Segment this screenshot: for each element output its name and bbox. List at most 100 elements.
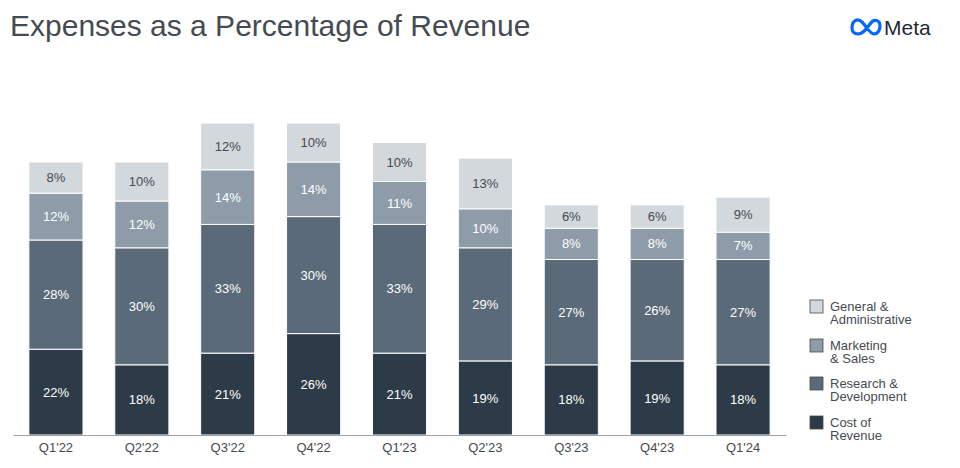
x-tick-label: Q1'23 (382, 440, 416, 455)
bar-segment (458, 158, 512, 209)
bar-segment (372, 353, 426, 435)
bar-segment (458, 361, 512, 435)
bar-segment (544, 205, 598, 228)
bar-segment (630, 260, 684, 361)
bar-segment (287, 217, 341, 334)
data-label: 10% (386, 155, 412, 170)
bar-segment (372, 224, 426, 353)
bar-segment (458, 248, 512, 361)
bar-segment (201, 123, 255, 170)
bar-segment (716, 365, 770, 435)
legend-swatch (810, 300, 823, 313)
data-label: 27% (730, 305, 756, 320)
data-label: 13% (472, 176, 498, 191)
bar-segment (201, 353, 255, 435)
data-label: 14% (301, 182, 327, 197)
x-tick-label: Q3'22 (211, 440, 245, 455)
data-label: 33% (386, 281, 412, 296)
data-label: 7% (734, 238, 753, 253)
data-label: 12% (129, 217, 155, 232)
data-label: 18% (730, 392, 756, 407)
data-label: 27% (558, 305, 584, 320)
data-label: 22% (43, 385, 69, 400)
data-label: 21% (386, 387, 412, 402)
data-label: 8% (47, 170, 66, 185)
legend-label: General &Administrative (830, 299, 912, 327)
legend-label: Research &Development (830, 376, 907, 404)
data-label: 19% (472, 391, 498, 406)
data-label: 10% (301, 135, 327, 150)
data-labels: 22%18%21%26%21%19%18%19%18%28%30%33%30%3… (43, 135, 757, 407)
x-tick: Q3'22 (211, 440, 245, 455)
bar-segment (716, 232, 770, 259)
x-tick-label: Q2'23 (468, 440, 502, 455)
bar-segment (29, 240, 83, 349)
bar-segment (29, 193, 83, 240)
x-tick: Q1'22 (39, 440, 73, 455)
data-label: 12% (43, 209, 69, 224)
x-tick-label: Q4'23 (640, 440, 674, 455)
bars (29, 123, 770, 435)
legend-swatch (810, 416, 823, 429)
data-label: 26% (644, 303, 670, 318)
data-label: 10% (129, 174, 155, 189)
data-label: 26% (301, 377, 327, 392)
legend: General &Administrative Marketing& Sales R… (810, 299, 912, 443)
x-tick: Q2'23 (468, 440, 502, 455)
data-label: 12% (215, 139, 241, 154)
logo-icon (852, 20, 880, 34)
bar-segment (115, 248, 169, 365)
bar-segment (544, 260, 598, 365)
data-label: 28% (43, 287, 69, 302)
bar-segment (115, 162, 169, 201)
legend-label: Cost ofRevenue (830, 415, 882, 443)
bar-segment (29, 162, 83, 193)
bar-segment (115, 365, 169, 435)
legend-label-line: Revenue (830, 428, 882, 443)
bar-segment (29, 349, 83, 435)
bar-segment (201, 224, 255, 353)
data-label: 19% (644, 391, 670, 406)
bar-segment (458, 209, 512, 248)
bar-segment (716, 197, 770, 232)
data-label: 9% (734, 207, 753, 222)
data-label: 21% (215, 387, 241, 402)
legend-label-line: & Sales (830, 351, 875, 366)
bar-segment (544, 228, 598, 259)
data-label: 6% (562, 209, 581, 224)
data-label: 11% (387, 196, 412, 211)
title: Expenses as a Percentage of Revenue (10, 9, 530, 42)
data-label: 18% (558, 392, 584, 407)
x-tick: Q1'23 (382, 440, 416, 455)
x-tick-label: Q2'22 (125, 440, 159, 455)
bar-segment (115, 201, 169, 248)
data-label: 8% (648, 236, 667, 251)
bar-segment (287, 334, 341, 435)
x-tick: Q1'24 (726, 440, 760, 455)
bar-segment (630, 361, 684, 435)
x-axis: Q1'22 Q2'22 Q3'22 Q4'22 Q1'23 Q2'23 Q3'23 Q4'23… (14, 436, 787, 456)
chart: Expenses as a Percentage of Revenue Meta 2… (0, 0, 960, 468)
data-label: 10% (472, 221, 498, 236)
legend-swatch (810, 339, 823, 352)
x-tick-label: Q4'22 (296, 440, 330, 455)
x-tick: Q3'23 (554, 440, 588, 455)
x-axis-line (14, 435, 787, 436)
logo: Meta (852, 16, 931, 39)
data-label: 6% (648, 209, 667, 224)
bar-segment (201, 170, 255, 225)
x-tick: Q4'22 (296, 440, 330, 455)
data-label: 30% (129, 299, 155, 314)
legend-label-line: Development (830, 389, 907, 404)
bar-segment (716, 260, 770, 365)
x-tick-label: Q3'23 (554, 440, 588, 455)
data-label: 18% (129, 392, 155, 407)
bar-segment (287, 123, 341, 162)
legend-label: Marketing& Sales (830, 338, 887, 366)
bar-segment (287, 162, 341, 217)
data-label: 8% (562, 236, 581, 251)
x-tick-label: Q1'24 (726, 440, 760, 455)
data-label: 14% (215, 190, 241, 205)
x-tick-label: Q1'22 (39, 440, 73, 455)
x-tick: Q4'23 (640, 440, 674, 455)
